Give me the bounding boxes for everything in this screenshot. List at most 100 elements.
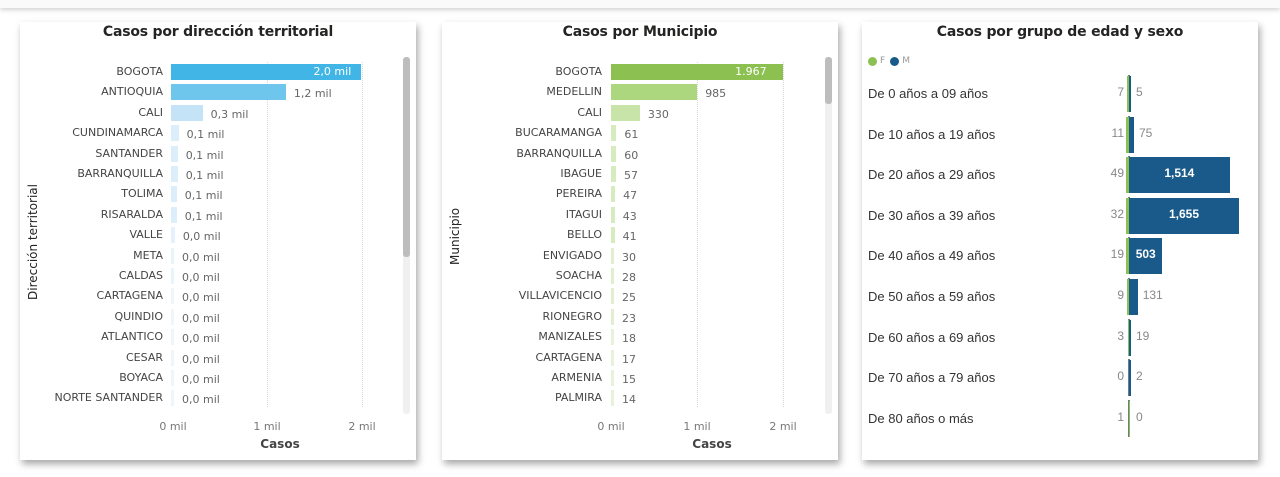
male-value-label: 1,514: [1164, 166, 1195, 181]
bar-row[interactable]: SOACHA 28: [442, 268, 822, 284]
scrollbar-thumb[interactable]: [403, 57, 410, 257]
bar[interactable]: [171, 308, 174, 325]
bar[interactable]: [611, 104, 640, 121]
bar[interactable]: [171, 186, 177, 203]
bar-row[interactable]: RIONEGRO 23: [442, 308, 822, 325]
bar[interactable]: [171, 390, 174, 407]
bar-row[interactable]: PALMIRA 14: [442, 390, 822, 407]
bar-row[interactable]: BOGOTA 1.967: [442, 64, 822, 80]
bar-female[interactable]: [1126, 197, 1129, 234]
bar[interactable]: [611, 288, 614, 305]
bar-row[interactable]: RISARALDA 0,1 mil: [20, 206, 400, 223]
bar-male[interactable]: [1129, 360, 1131, 397]
bar-row[interactable]: SANTANDER 0,1 mil: [20, 145, 400, 162]
bar[interactable]: [611, 186, 616, 203]
bar-female[interactable]: [1128, 319, 1129, 356]
bar-row[interactable]: BOYACA 0,0 mil: [20, 370, 400, 386]
bar-row[interactable]: CESAR 0,0 mil: [20, 349, 400, 366]
bar[interactable]: [611, 145, 617, 162]
bar-row[interactable]: CALDAS 0,0 mil: [20, 268, 400, 284]
bar-row[interactable]: PEREIRA 47: [442, 186, 822, 203]
bar-row[interactable]: NORTE SANTANDER 0,0 mil: [20, 390, 400, 407]
bar[interactable]: [611, 390, 614, 407]
bar-row[interactable]: IBAGUE 57: [442, 166, 822, 182]
bar[interactable]: [171, 227, 175, 244]
bar-male[interactable]: [1129, 157, 1230, 194]
bar-male[interactable]: [1129, 279, 1138, 315]
bar-row[interactable]: ARMENIA 15: [442, 370, 822, 386]
scrollbar-thumb[interactable]: [825, 57, 832, 104]
legend-f-label[interactable]: F: [880, 56, 886, 66]
bar-row[interactable]: BELLO 41: [442, 227, 822, 244]
bar-male[interactable]: [1129, 116, 1134, 153]
bar-row[interactable]: BUCARAMANGA 61: [442, 125, 822, 142]
bar[interactable]: [611, 247, 614, 264]
bar[interactable]: [611, 308, 614, 325]
bar[interactable]: [171, 206, 177, 223]
chart-municipio[interactable]: Casos por Municipio Municipio BOGOTA 1.96…: [442, 22, 838, 460]
bar-row[interactable]: ITAGUI 43: [442, 206, 822, 223]
bar-female[interactable]: [1126, 238, 1129, 275]
bar[interactable]: [611, 206, 615, 223]
bar[interactable]: [611, 329, 614, 346]
bar-row[interactable]: META 0,0 mil: [20, 247, 400, 264]
bar[interactable]: [611, 227, 615, 244]
bar-male[interactable]: [1129, 76, 1131, 112]
bar[interactable]: [171, 329, 174, 346]
bar[interactable]: [171, 64, 362, 80]
bar[interactable]: [611, 125, 617, 142]
bar[interactable]: [171, 268, 174, 284]
bar-row[interactable]: QUINDIO 0,0 mil: [20, 308, 400, 325]
legend-f-icon: [868, 56, 877, 66]
bar[interactable]: [171, 125, 179, 142]
bar[interactable]: [171, 370, 174, 386]
bar-female[interactable]: [1127, 76, 1129, 112]
bar-row[interactable]: VILLAVICENCIO 25: [442, 288, 822, 305]
bar-row[interactable]: ENVIGADO 30: [442, 247, 822, 264]
bar[interactable]: [171, 104, 203, 121]
bar-row[interactable]: TOLIMA 0,1 mil: [20, 186, 400, 203]
bar[interactable]: [171, 166, 178, 182]
bar[interactable]: [171, 84, 286, 101]
value-label: 15: [622, 373, 636, 386]
chart-direccion-territorial[interactable]: Casos por dirección territorial Direcció…: [20, 22, 416, 460]
bar[interactable]: [171, 145, 178, 162]
female-value-label: 0: [1117, 369, 1124, 384]
category-label: BARRANQUILLA: [516, 146, 602, 160]
bar-row[interactable]: CALI 330: [442, 104, 822, 121]
category-label: ARMENIA: [551, 371, 602, 384]
bar-female[interactable]: [1126, 279, 1129, 315]
bar-row[interactable]: CARTAGENA 17: [442, 349, 822, 366]
bar[interactable]: [171, 349, 174, 366]
bar-row[interactable]: BOGOTA 2,0 mil: [20, 64, 400, 80]
bar-male[interactable]: [1129, 238, 1163, 275]
bar-female[interactable]: [1126, 116, 1129, 153]
bar[interactable]: [611, 84, 698, 101]
bar[interactable]: [611, 166, 616, 182]
bar-row[interactable]: ANTIOQUIA 1,2 mil: [20, 84, 400, 101]
bar-row[interactable]: CARTAGENA 0,0 mil: [20, 288, 400, 305]
bar-row[interactable]: MEDELLIN 985: [442, 84, 822, 101]
bar-male[interactable]: [1129, 319, 1131, 356]
bar-row[interactable]: BARRANQUILLA 60: [442, 145, 822, 162]
bar[interactable]: [171, 247, 174, 264]
scrollbar[interactable]: [825, 57, 832, 414]
category-label: QUINDIO: [114, 309, 163, 323]
bar[interactable]: [611, 349, 614, 366]
bar[interactable]: [611, 370, 614, 386]
bar[interactable]: [171, 288, 174, 305]
bar[interactable]: [611, 268, 614, 284]
bar[interactable]: [611, 64, 784, 80]
category-label: CUNDINAMARCA: [72, 126, 163, 140]
legend-m-label[interactable]: M: [902, 56, 910, 66]
bar-row[interactable]: BARRANQUILLA 0,1 mil: [20, 166, 400, 182]
bar-row[interactable]: CALI 0,3 mil: [20, 104, 400, 121]
bar-male[interactable]: [1129, 197, 1240, 234]
bar-female[interactable]: [1126, 157, 1129, 194]
bar-row[interactable]: VALLE 0,0 mil: [20, 227, 400, 244]
chart-edad-sexo[interactable]: Casos por grupo de edad y sexo F M De 0 …: [862, 22, 1258, 460]
bar-row[interactable]: MANIZALES 18: [442, 329, 822, 346]
bar-row[interactable]: CUNDINAMARCA 0,1 mil: [20, 125, 400, 142]
bar-row[interactable]: ATLANTICO 0,0 mil: [20, 329, 400, 346]
scrollbar[interactable]: [403, 57, 410, 414]
